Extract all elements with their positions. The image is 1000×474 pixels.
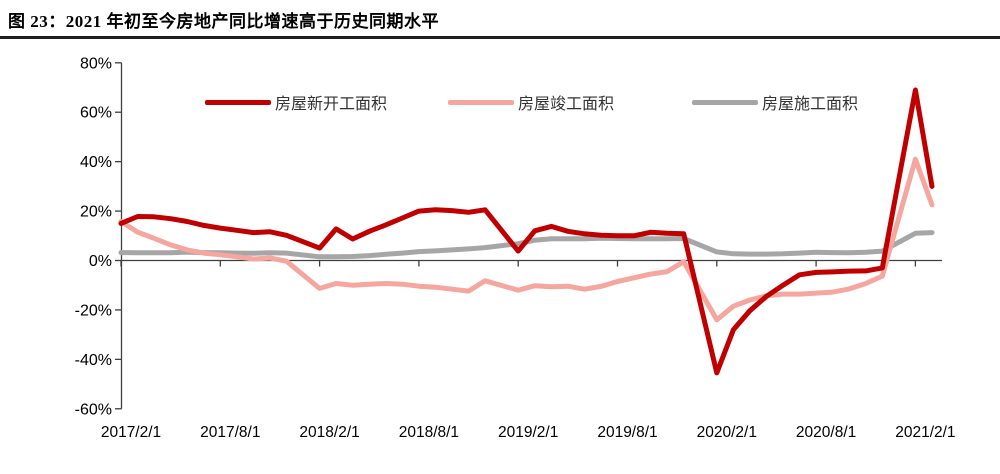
figure-title: 图 23：2021 年初至今房地产同比增速高于历史同期水平: [8, 12, 439, 31]
series-line-房屋竣工面积: [118, 156, 935, 323]
legend-label: 房屋施工面积: [762, 96, 859, 113]
y-tick-label: -40%: [75, 352, 112, 369]
x-tick-label: 2019/8/1: [597, 424, 657, 441]
x-tick-label: 2021/2/1: [895, 424, 955, 441]
series-line-房屋新开工面积: [118, 87, 935, 376]
legend-item-under-construction: 房屋施工面积: [692, 92, 859, 113]
chart-legend: 房屋新开工面积 房屋竣工面积 房屋施工面积: [0, 92, 1000, 113]
legend-label: 房屋新开工面积: [275, 96, 388, 113]
legend-item-completions: 房屋竣工面积: [448, 92, 615, 113]
x-tick-label: 2020/8/1: [796, 424, 856, 441]
y-tick-label: 60%: [80, 105, 112, 122]
y-tick-label: -20%: [75, 302, 112, 319]
legend-label: 房屋竣工面积: [518, 96, 615, 113]
legend-item-new-starts: 房屋新开工面积: [205, 92, 388, 113]
x-tick-label: 2017/8/1: [200, 424, 260, 441]
y-tick-label: 80%: [80, 55, 112, 72]
x-tick-label: 2017/2/1: [101, 424, 161, 441]
completions-line-swatch: [448, 99, 514, 105]
under-construction-line-swatch: [692, 99, 758, 105]
y-tick-label: -60%: [75, 401, 112, 418]
y-tick-label: 40%: [80, 154, 112, 171]
x-tick-label: 2019/2/1: [498, 424, 558, 441]
y-tick-label: 20%: [80, 204, 112, 221]
x-tick-label: 2020/2/1: [697, 424, 757, 441]
x-tick-label: 2018/8/1: [399, 424, 459, 441]
title-divider: [0, 36, 1000, 39]
x-tick-label: 2018/2/1: [299, 424, 359, 441]
y-tick-label: 0%: [89, 253, 112, 270]
new-starts-line-swatch: [205, 99, 271, 105]
